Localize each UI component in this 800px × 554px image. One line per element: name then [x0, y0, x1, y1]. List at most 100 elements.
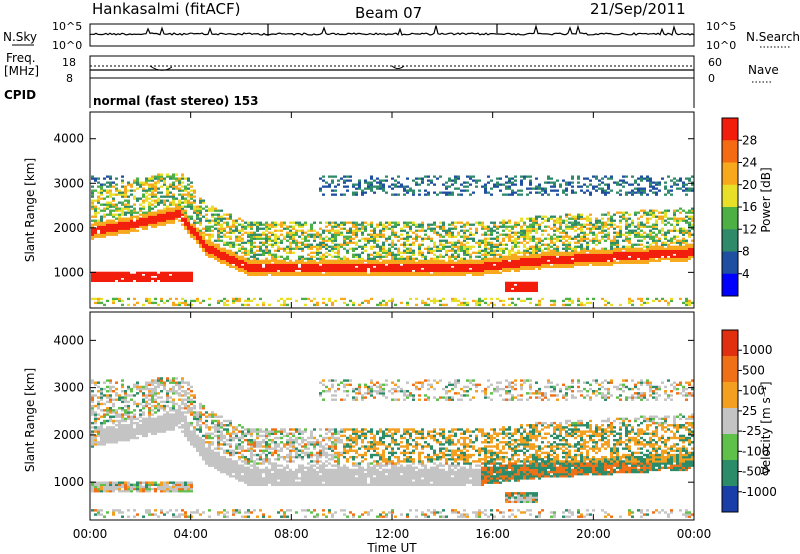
power-cell — [373, 263, 376, 266]
power-cell — [127, 211, 130, 214]
power-cell — [94, 233, 97, 236]
power-cell — [265, 249, 268, 252]
power-cell — [301, 243, 304, 246]
power-cell — [391, 297, 394, 301]
power-cell — [388, 221, 391, 224]
power-cell — [640, 235, 643, 238]
power-cell — [370, 263, 373, 266]
power-cell — [673, 235, 676, 238]
power-cell — [499, 253, 502, 256]
power-cell — [139, 219, 142, 222]
power-cell — [331, 249, 334, 252]
power-cell — [163, 209, 166, 212]
velocity-cell — [91, 413, 94, 416]
power-cell — [307, 259, 310, 262]
power-cell — [322, 265, 325, 268]
power-cell — [580, 217, 583, 220]
power-cell — [544, 259, 547, 262]
power-cell — [157, 217, 160, 220]
power-cell — [241, 257, 244, 260]
power-cell — [304, 245, 307, 248]
y-tick-label: 1000 — [53, 265, 84, 279]
power-cell — [430, 239, 433, 242]
power-cell — [469, 247, 472, 250]
power-cell — [196, 207, 199, 210]
power-cell — [655, 221, 658, 224]
power-cell — [235, 265, 238, 268]
power-cell — [169, 191, 172, 194]
power-cell — [217, 299, 220, 303]
power-cell — [664, 187, 667, 190]
power-cell — [385, 253, 388, 256]
power-cell — [664, 241, 667, 244]
power-cell — [448, 235, 451, 238]
power-cell — [160, 219, 163, 222]
power-cell — [463, 261, 466, 264]
power-cell — [91, 237, 94, 240]
power-cell — [328, 249, 331, 252]
power-cell — [346, 235, 349, 238]
power-cell — [610, 303, 613, 307]
power-cell — [574, 219, 577, 222]
power-cell — [550, 253, 553, 256]
power-cell — [343, 193, 346, 196]
power-cell — [514, 251, 517, 254]
power-cell — [616, 233, 619, 236]
power-cell — [181, 213, 184, 216]
power-cell — [250, 239, 253, 242]
power-cell — [127, 203, 130, 206]
power-cell — [619, 303, 622, 307]
power-cell — [238, 249, 241, 252]
power-cell — [550, 189, 553, 192]
power-cell — [664, 193, 667, 196]
velocity-cell — [109, 379, 112, 382]
power-cell — [106, 205, 109, 208]
velocity-cell — [91, 483, 94, 487]
power-cell — [586, 253, 589, 256]
power-cell — [475, 251, 478, 254]
power-cell — [373, 273, 376, 277]
power-cell — [190, 193, 193, 196]
power-cell — [412, 265, 415, 268]
power-cell — [292, 267, 295, 270]
power-cell — [463, 247, 466, 250]
power-cell — [106, 229, 109, 232]
velocity-cell — [124, 426, 127, 429]
power-cell — [193, 233, 196, 236]
power-cell — [127, 229, 130, 232]
power-cell — [121, 275, 124, 279]
power-cell — [640, 189, 643, 192]
power-cell — [175, 179, 178, 182]
power-cell — [523, 233, 526, 236]
power-cell — [178, 177, 181, 180]
power-cell — [562, 243, 565, 246]
power-cell — [163, 177, 166, 180]
power-cell — [295, 221, 298, 224]
power-cell — [292, 265, 295, 268]
power-cell — [205, 229, 208, 232]
power-cell — [649, 183, 652, 186]
power-cell — [229, 215, 232, 218]
velocity-cell — [106, 432, 109, 435]
power-cell — [604, 193, 607, 196]
power-cell — [520, 175, 523, 178]
power-cell — [163, 217, 166, 220]
power-cell — [244, 249, 247, 252]
power-cell — [199, 221, 202, 224]
power-cell — [394, 221, 397, 224]
power-cell — [562, 263, 565, 266]
power-cell — [673, 241, 676, 244]
power-cell — [448, 179, 451, 182]
power-cell — [328, 269, 331, 272]
power-cell — [280, 267, 283, 270]
velocity-cell — [94, 513, 97, 516]
power-cell — [166, 207, 169, 210]
power-cell — [565, 235, 568, 238]
power-cell — [241, 267, 244, 270]
power-cell — [421, 269, 424, 272]
power-cell — [331, 179, 334, 182]
power-cell — [625, 257, 628, 260]
power-cell — [259, 263, 262, 266]
power-cell — [580, 251, 583, 254]
power-cell — [673, 255, 676, 258]
